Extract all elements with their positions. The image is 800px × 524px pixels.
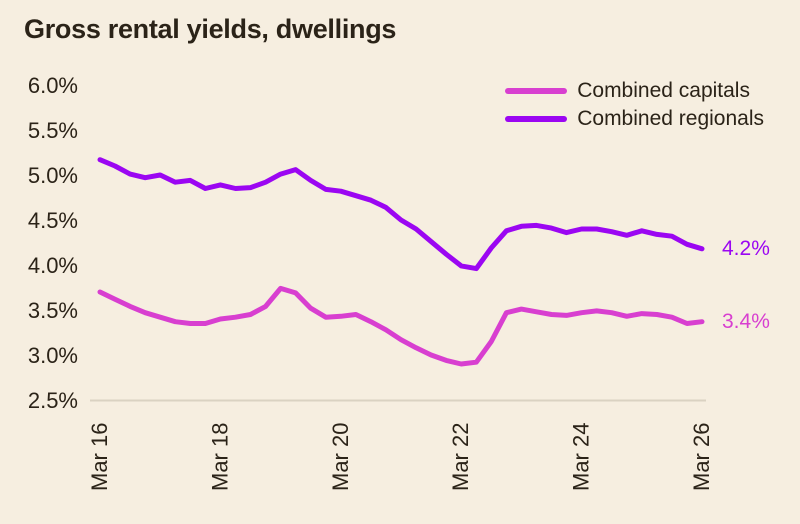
- y-axis-tick-label: 5.5%: [28, 118, 78, 143]
- series-line-combined-regionals: [97, 157, 705, 272]
- legend-swatch-regionals-icon: [505, 116, 568, 122]
- series-lines: [97, 157, 705, 367]
- x-axis-tick-labels: Mar 16 Mar 18 Mar 20 Mar 22 Mar 24 Mar 26: [87, 423, 714, 491]
- x-axis-tick-label: Mar 22: [448, 423, 473, 491]
- y-axis-tick-label: 2.5%: [28, 388, 78, 413]
- y-axis-tick-label: 4.0%: [28, 253, 78, 278]
- y-axis-tick-labels: 6.0% 5.5% 5.0% 4.5% 4.0% 3.5% 3.0% 2.5%: [28, 73, 78, 413]
- x-axis-tick-label: Mar 24: [569, 423, 594, 491]
- chart-title: Gross rental yields, dwellings: [24, 14, 397, 44]
- legend-item-combined-regionals: Combined regionals: [505, 107, 764, 131]
- y-axis-tick-label: 4.5%: [28, 208, 78, 233]
- y-axis-tick-label: 3.0%: [28, 343, 78, 368]
- legend-swatch-capitals-icon: [505, 88, 568, 94]
- x-axis-tick-label: Mar 26: [689, 423, 714, 491]
- y-axis-tick-label: 6.0%: [28, 73, 78, 98]
- y-axis-tick-label: 3.5%: [28, 298, 78, 323]
- legend-item-combined-capitals: Combined capitals: [505, 79, 764, 103]
- legend-label-combined-regionals: Combined regionals: [577, 107, 764, 130]
- x-axis-tick-label: Mar 20: [328, 423, 353, 491]
- end-value-label-capitals: 3.4%: [722, 309, 770, 333]
- x-axis-tick-label: Mar 18: [207, 423, 232, 491]
- end-value-label-regionals: 4.2%: [722, 236, 770, 260]
- legend: Combined capitals Combined regionals: [505, 79, 764, 131]
- y-axis-tick-label: 5.0%: [28, 163, 78, 188]
- series-line-combined-capitals: [97, 285, 705, 367]
- x-axis-tick-label: Mar 16: [87, 423, 112, 491]
- legend-label-combined-capitals: Combined capitals: [577, 79, 750, 102]
